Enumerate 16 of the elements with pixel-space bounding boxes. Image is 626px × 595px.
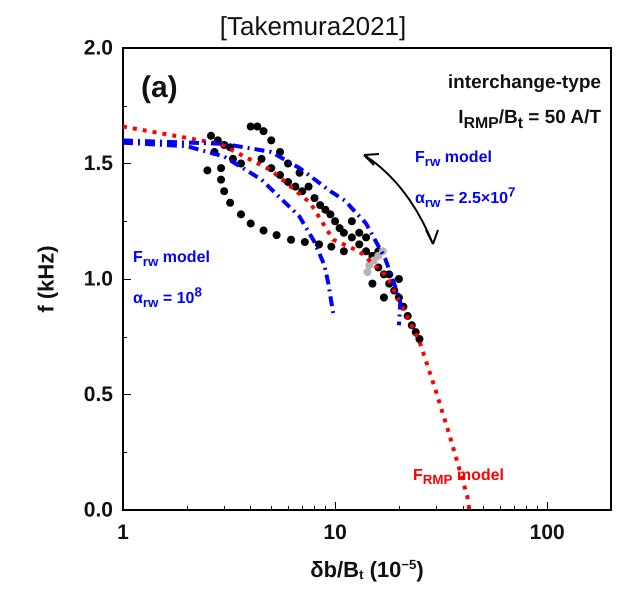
y-tick-label: 0.5	[84, 383, 114, 406]
y-tick-label: 1.0	[84, 268, 113, 290]
text: F$_{rw}$ model α$_{rw}$ = 2.5×10$^{7}$	[415, 149, 516, 210]
series-label: F$_{RMP}$ model	[413, 467, 504, 488]
text: F$_{rw}$ model α$_{rw}$ = 10$^{8}$	[133, 249, 210, 310]
y-tick-label: 1.5	[84, 152, 114, 175]
annotation: (a)	[141, 71, 178, 104]
y-axis-title: f (kHz)	[34, 245, 58, 313]
annotation: interchange-type	[448, 72, 601, 93]
x-tick-label: 100	[530, 521, 565, 544]
x-tick-label: 1	[117, 521, 130, 544]
x-tick-label: 10	[323, 521, 347, 544]
chart-title: [Takemura2021]	[220, 11, 406, 41]
y-tick-label: 0.0	[84, 498, 113, 522]
y-tick-label: 2.0	[84, 36, 113, 60]
annotation: I$_{RMP}$/B$_{t}$ = 50 A/T	[458, 107, 601, 132]
